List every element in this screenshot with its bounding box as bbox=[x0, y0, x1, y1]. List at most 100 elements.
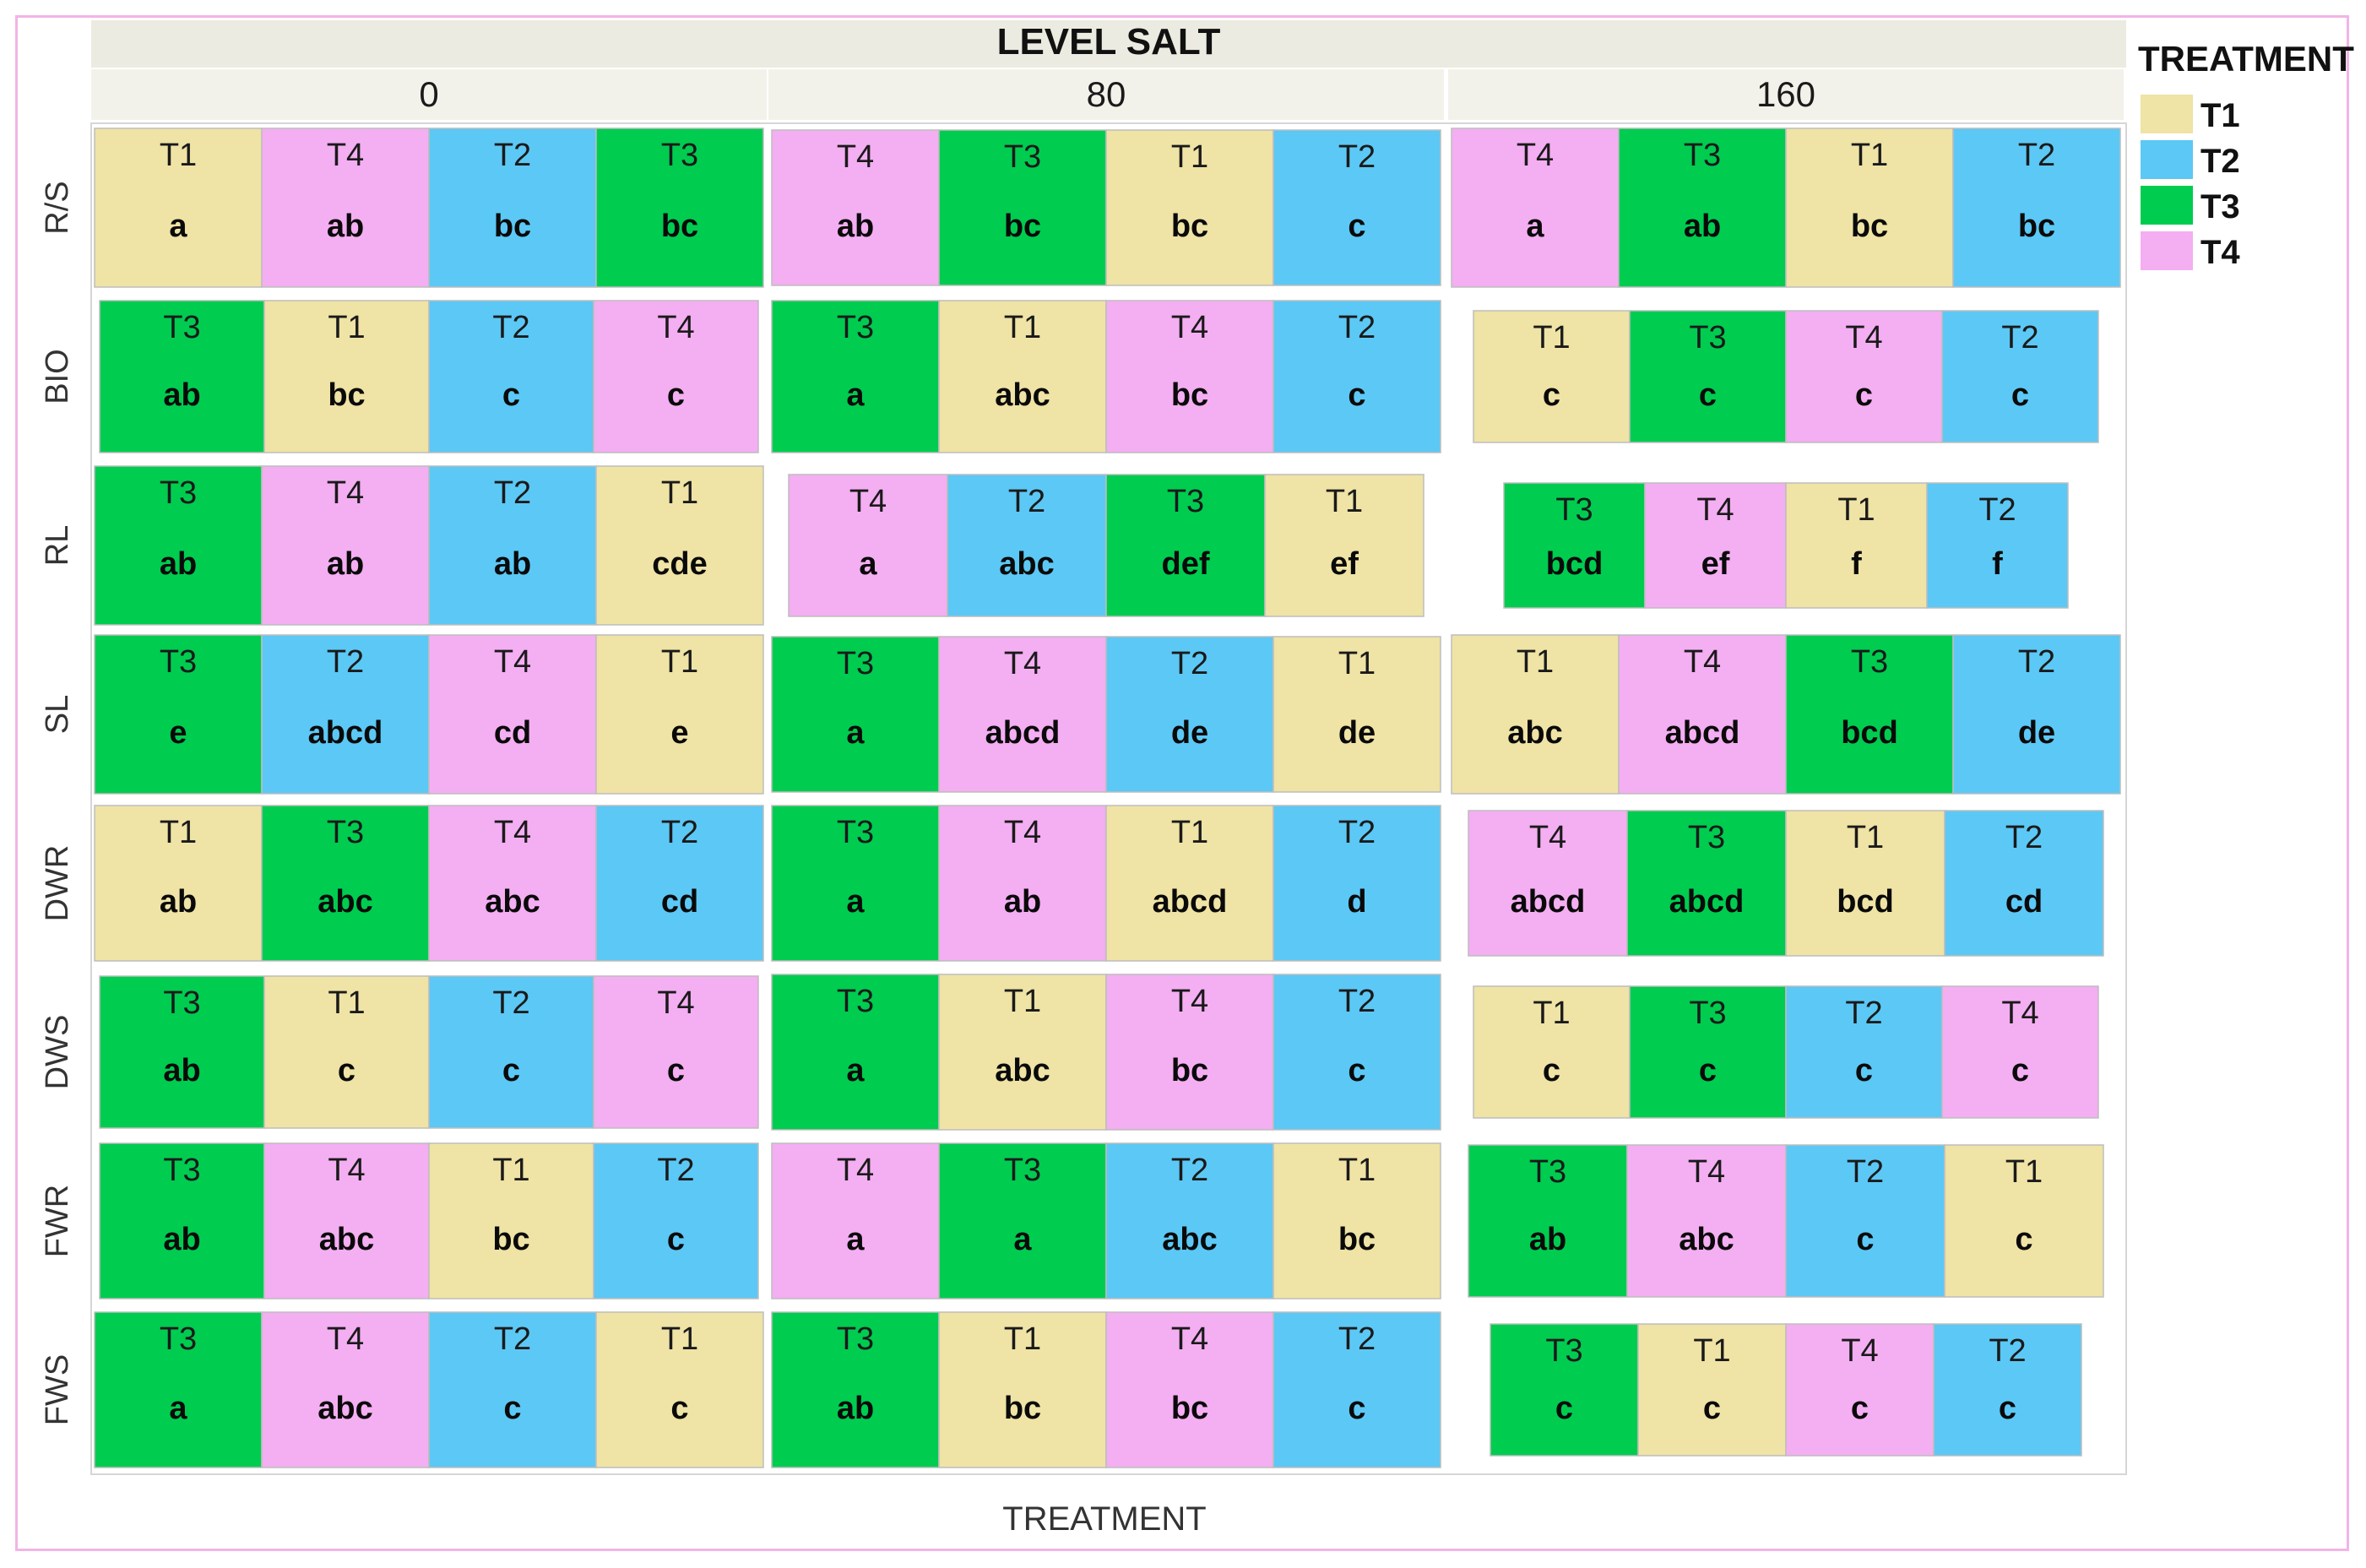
cell-value-label: c bbox=[1699, 377, 1717, 413]
cell-rect bbox=[593, 300, 759, 453]
cell-rect bbox=[771, 805, 940, 962]
cell-rect bbox=[1618, 128, 1787, 288]
cell-value-label: abcd bbox=[1511, 884, 1586, 920]
cell-treatment-label: T3 bbox=[1851, 644, 1888, 680]
cell-DWS-0-T1: T1 c bbox=[263, 975, 430, 1129]
legend-label-T4: T4 bbox=[2200, 234, 2240, 271]
cell-SL-80-T3: T3 a bbox=[771, 636, 940, 793]
cell-rect bbox=[1933, 1323, 2082, 1457]
cell-rect bbox=[1629, 310, 1787, 443]
cell-value-label: f bbox=[1992, 546, 2003, 582]
cell-value-label: ab bbox=[1529, 1222, 1566, 1257]
cell-DWR-160-T1: T1 bcd bbox=[1785, 810, 1945, 957]
cell-rect bbox=[428, 300, 594, 453]
cell-value-label: cd bbox=[494, 715, 531, 751]
legend-label-T3: T3 bbox=[2200, 188, 2240, 225]
cell-rect bbox=[595, 465, 764, 626]
cell-RL-160-T2: T2 f bbox=[1926, 482, 2069, 609]
cell-SL-160-T3: T3 bcd bbox=[1785, 634, 1954, 795]
cell-value-label: abcd bbox=[985, 715, 1061, 751]
cell-rect bbox=[1105, 300, 1274, 453]
cell-R/S-0-T2: T2 bc bbox=[428, 128, 597, 288]
row-label-FWR: FWR bbox=[40, 1185, 75, 1258]
cell-DWR-80-T1: T1 abcd bbox=[1105, 805, 1274, 962]
cell-treatment-label: T2 bbox=[2018, 138, 2055, 173]
cell-R/S-160-T3: T3 ab bbox=[1618, 128, 1787, 288]
cell-value-label: bc bbox=[1171, 209, 1208, 244]
cell-rect bbox=[1468, 1144, 1628, 1298]
cell-rect bbox=[771, 129, 940, 286]
cell-treatment-label: T1 bbox=[1837, 492, 1875, 528]
cell-BIO-0-T3: T3 ab bbox=[99, 300, 265, 453]
cell-treatment-label: T4 bbox=[327, 1321, 364, 1357]
cell-treatment-label: T4 bbox=[1171, 1321, 1208, 1357]
cell-treatment-label: T1 bbox=[1171, 815, 1208, 850]
cell-treatment-label: T1 bbox=[1517, 644, 1554, 680]
cell-rect bbox=[771, 1142, 940, 1299]
cell-DWS-80-T3: T3 a bbox=[771, 974, 940, 1131]
cell-treatment-label: T4 bbox=[494, 644, 531, 680]
cell-R/S-0-T3: T3 bc bbox=[595, 128, 764, 288]
cell-FWR-0-T4: T4 abc bbox=[263, 1142, 430, 1299]
cell-rect bbox=[1952, 634, 2121, 795]
cell-rect bbox=[938, 129, 1107, 286]
cell-treatment-label: T2 bbox=[2005, 820, 2043, 855]
cell-value-label: bc bbox=[1171, 1053, 1208, 1088]
cell-treatment-label: T3 bbox=[837, 646, 874, 681]
title-bar bbox=[91, 20, 2126, 68]
cell-treatment-label: T3 bbox=[837, 1321, 874, 1357]
cell-treatment-label: T3 bbox=[1004, 1153, 1041, 1188]
column-header-0: 0 bbox=[419, 74, 438, 114]
cell-value-label: c bbox=[1703, 1391, 1721, 1426]
cell-rect bbox=[94, 805, 263, 962]
cell-DWS-0-T4: T4 c bbox=[593, 975, 759, 1129]
cell-rect bbox=[1451, 634, 1620, 795]
legend-swatch-T3 bbox=[2141, 186, 2193, 225]
cell-BIO-80-T4: T4 bc bbox=[1105, 300, 1274, 453]
cell-treatment-label: T3 bbox=[661, 138, 698, 173]
cell-value-label: cde bbox=[652, 546, 707, 582]
cell-DWS-160-T1: T1 c bbox=[1473, 985, 1631, 1119]
cell-treatment-label: T2 bbox=[1338, 139, 1376, 175]
cell-FWS-80-T1: T1 bc bbox=[938, 1311, 1107, 1468]
cell-treatment-label: T1 bbox=[328, 310, 365, 345]
cell-rect bbox=[263, 1142, 430, 1299]
cell-rect bbox=[938, 1311, 1107, 1468]
row-label-DWR: DWR bbox=[40, 845, 75, 922]
cell-value-label: de bbox=[1338, 715, 1376, 751]
legend-label-T1: T1 bbox=[2200, 97, 2240, 134]
cell-SL-160-T4: T4 abcd bbox=[1618, 634, 1787, 795]
grid-border bbox=[90, 122, 2127, 1475]
cell-value-label: bc bbox=[661, 209, 698, 244]
cell-rect bbox=[1629, 985, 1787, 1119]
cell-treatment-label: T3 bbox=[837, 815, 874, 850]
cell-rect bbox=[1105, 636, 1274, 793]
cell-rect bbox=[1637, 1323, 1787, 1457]
cell-treatment-label: T2 bbox=[1847, 1154, 1884, 1190]
cell-treatment-label: T2 bbox=[1008, 484, 1045, 519]
cell-treatment-label: T3 bbox=[837, 310, 874, 345]
cell-rect bbox=[1105, 805, 1274, 962]
cell-value-label: ab bbox=[160, 546, 197, 582]
cell-value-label: de bbox=[1171, 715, 1208, 751]
cell-value-label: a bbox=[169, 209, 187, 244]
cell-value-label: c bbox=[503, 1391, 521, 1426]
cell-treatment-label: T2 bbox=[1338, 310, 1376, 345]
cell-treatment-label: T1 bbox=[1004, 1321, 1041, 1357]
cell-rect bbox=[1105, 129, 1274, 286]
cell-rect bbox=[1626, 1144, 1787, 1298]
cell-treatment-label: T3 bbox=[1167, 484, 1204, 519]
cell-value-label: c bbox=[502, 1053, 520, 1088]
cell-treatment-label: T4 bbox=[657, 310, 694, 345]
cell-value-label: c bbox=[2011, 377, 2029, 413]
cell-DWS-160-T4: T4 c bbox=[1941, 985, 2099, 1119]
cell-FWS-0-T2: T2 c bbox=[428, 1311, 597, 1468]
cell-R/S-0-T1: T1 a bbox=[94, 128, 263, 288]
cell-treatment-label: T3 bbox=[163, 1153, 200, 1188]
cell-rect bbox=[1941, 985, 2099, 1119]
cell-value-label: de bbox=[2018, 715, 2055, 751]
cell-treatment-label: T4 bbox=[849, 484, 887, 519]
row-label-DWS: DWS bbox=[40, 1015, 75, 1090]
cell-value-label: bc bbox=[1851, 209, 1888, 244]
